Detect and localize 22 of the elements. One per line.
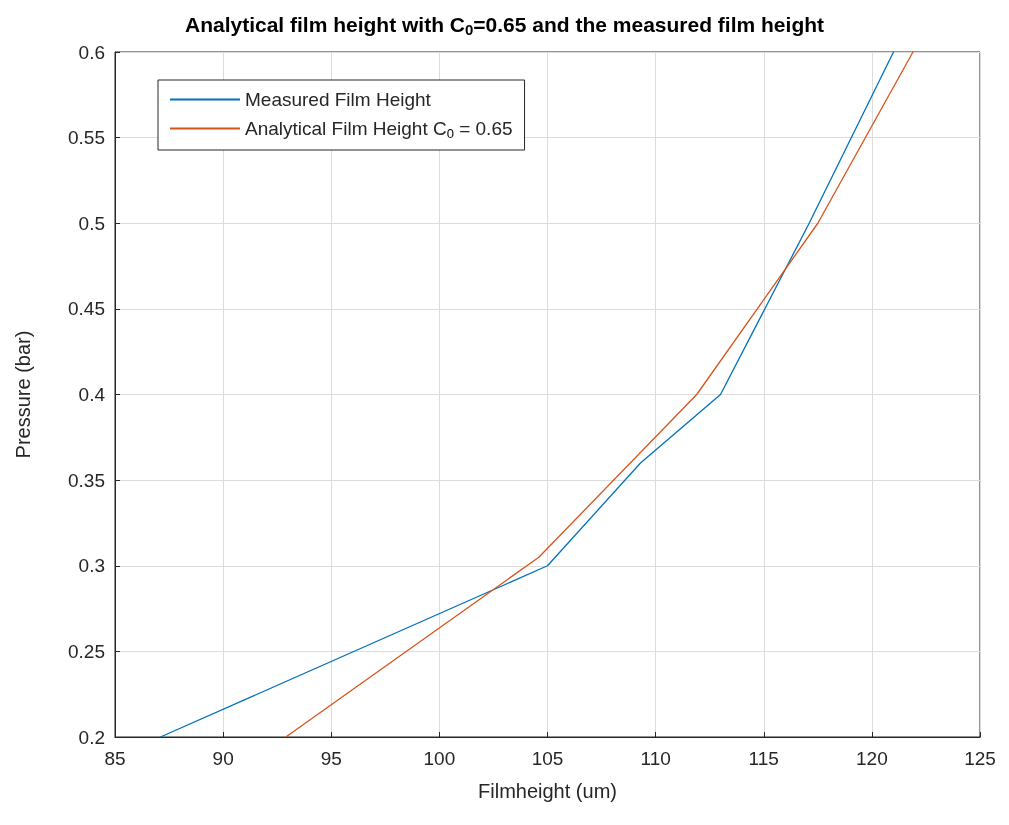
y-tick-label: 0.25 <box>68 640 105 662</box>
x-tick-label: 95 <box>320 748 342 769</box>
y-tick-label: 0.45 <box>68 298 105 320</box>
x-tick-label: 90 <box>212 748 234 769</box>
x-axis-title: Filmheight (um) <box>478 780 617 802</box>
y-tick-label: 0.6 <box>78 41 105 63</box>
x-tick-label: 100 <box>423 748 456 769</box>
y-tick-label: 0.3 <box>78 555 105 577</box>
x-tick-label: 110 <box>640 748 671 769</box>
x-tick-label: 115 <box>748 748 779 769</box>
y-tick-label: 0.2 <box>78 726 105 748</box>
x-tick-label: 125 <box>964 748 996 769</box>
y-tick-label: 0.5 <box>78 212 105 234</box>
y-tick-label: 0.4 <box>78 384 106 405</box>
legend-label: Measured Film Height <box>245 89 432 110</box>
x-tick-label: 85 <box>104 748 126 769</box>
y-tick-label: 0.55 <box>68 127 105 149</box>
y-tick-label: 0.35 <box>68 469 105 491</box>
line-series <box>159 51 895 738</box>
y-axis-title: Pressure (bar) <box>12 330 34 459</box>
x-tick-label: 105 <box>531 748 564 769</box>
x-tick-label: 120 <box>856 748 888 769</box>
